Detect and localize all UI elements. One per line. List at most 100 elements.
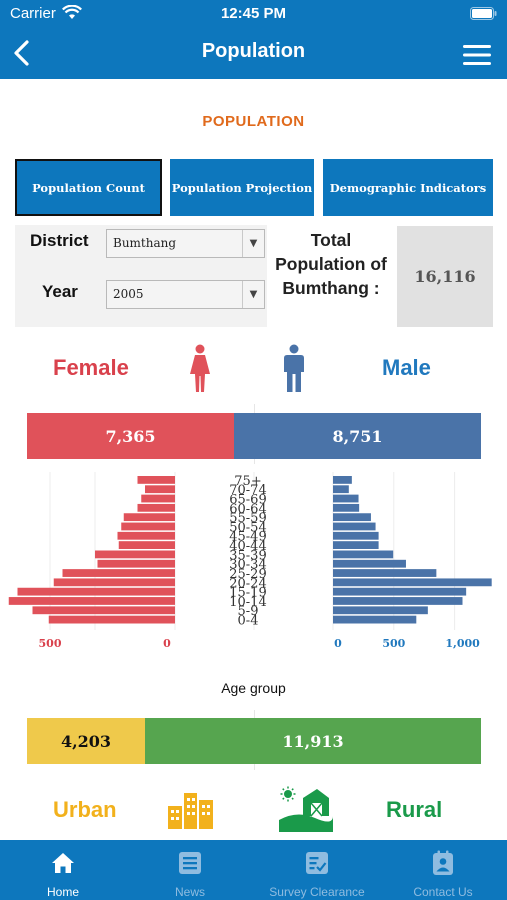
male-age-bar xyxy=(333,485,349,494)
female-axis-tick: 500 xyxy=(39,637,62,650)
tabbar-label: Contact Us xyxy=(413,885,473,899)
age-category-label: 5-9 xyxy=(238,604,259,619)
district-label: District xyxy=(30,231,89,250)
rural-label: Rural xyxy=(386,797,443,822)
female-age-bar xyxy=(121,522,175,531)
male-age-bar xyxy=(333,541,379,549)
male-age-bar xyxy=(333,494,359,503)
female-age-bar xyxy=(141,494,175,503)
male-age-bar xyxy=(333,503,360,512)
age-category-label: 45-49 xyxy=(229,530,266,545)
female-age-bar xyxy=(53,578,175,587)
female-person-icon xyxy=(190,344,210,392)
male-axis-tick: 1,000 xyxy=(445,637,480,650)
male-age-bar xyxy=(333,578,492,587)
urban-label: Urban xyxy=(53,797,117,822)
tabbar-label: Survey Clearance xyxy=(269,885,365,899)
tabbar-label: Home xyxy=(46,885,79,899)
male-axis-tick: 0 xyxy=(334,637,342,650)
year-label: Year xyxy=(42,282,78,301)
age-category-label: 35-39 xyxy=(229,548,266,563)
male-label: Male xyxy=(382,355,431,380)
age-category-label: 15-19 xyxy=(229,586,266,601)
tabbar-contact-us[interactable]: Contact Us xyxy=(380,840,506,900)
male-age-bar xyxy=(333,550,394,559)
female-age-bar xyxy=(17,587,175,596)
survey-clearance-icon xyxy=(306,852,328,874)
female-total-bar: 7,365 xyxy=(27,413,234,459)
age-category-label: 75+ xyxy=(234,474,261,489)
tabbar-news[interactable]: News xyxy=(127,840,253,900)
age-category-label: 30-34 xyxy=(229,558,266,573)
tab-population-count[interactable]: Population Count xyxy=(15,159,162,216)
female-age-bar xyxy=(118,541,175,549)
rural-total-bar: 11,913 xyxy=(145,718,481,764)
female-age-bar xyxy=(62,569,175,577)
female-age-bar xyxy=(32,606,175,615)
city-buildings-icon xyxy=(168,793,213,829)
tabbar-survey-clearance[interactable]: Survey Clearance xyxy=(254,840,380,900)
male-age-bar xyxy=(333,531,379,540)
age-group-axis-label: Age group xyxy=(221,680,286,696)
tabbar-home[interactable]: Home xyxy=(0,840,126,900)
bottom-tab-bar: Home News Survey Clearance Contact Us xyxy=(0,840,507,900)
district-value: Bumthang xyxy=(113,236,177,250)
female-label: Female xyxy=(53,355,129,380)
male-age-bar xyxy=(333,597,463,605)
age-category-label: 60-64 xyxy=(229,502,266,517)
age-category-label: 50-54 xyxy=(229,520,266,535)
total-population-label: Total Population of Bumthang : xyxy=(275,230,387,298)
hamburger-menu-icon[interactable] xyxy=(461,43,493,67)
app-header: Carrier 12:45 PM Population xyxy=(0,0,507,79)
year-select[interactable]: 2005 ▼ xyxy=(106,280,265,309)
age-category-label: 0-4 xyxy=(238,614,259,629)
male-person-icon xyxy=(284,344,304,392)
back-chevron-icon[interactable] xyxy=(8,36,38,70)
tabbar-label: News xyxy=(174,885,205,899)
tab-population-projection[interactable]: Population Projection xyxy=(170,159,314,216)
male-age-bar xyxy=(333,615,417,624)
female-age-bar xyxy=(48,615,175,624)
home-icon xyxy=(52,853,74,873)
tab-demographic-indicators[interactable]: Demographic Indicators xyxy=(323,159,493,216)
carrier-label: Carrier xyxy=(10,5,56,22)
page-title: Population xyxy=(201,40,306,62)
status-bar: Carrier 12:45 PM xyxy=(0,0,507,28)
dropdown-arrow-icon: ▼ xyxy=(242,281,264,308)
female-age-bar xyxy=(145,485,175,494)
age-pyramid-chart: 0-45-910-1415-1920-2425-2930-3435-3940-4… xyxy=(8,472,492,650)
battery-icon xyxy=(470,7,497,20)
news-icon xyxy=(179,852,201,874)
male-age-bar xyxy=(333,522,376,531)
status-time: 12:45 PM xyxy=(220,5,287,22)
dropdown-arrow-icon: ▼ xyxy=(242,230,264,257)
female-age-bar xyxy=(97,559,175,568)
female-age-bar xyxy=(137,476,175,484)
male-age-bar xyxy=(333,569,437,577)
male-age-bar xyxy=(333,606,428,615)
male-age-bar xyxy=(333,476,352,484)
age-category-label: 20-24 xyxy=(229,576,266,591)
age-category-label: 40-44 xyxy=(229,539,266,554)
male-total-bar: 8,751 xyxy=(234,413,481,459)
year-value: 2005 xyxy=(113,287,144,301)
section-title: POPULATION xyxy=(202,113,305,130)
urban-total-bar: 4,203 xyxy=(27,718,145,764)
farm-barn-icon xyxy=(279,786,333,832)
age-category-label: 70-74 xyxy=(229,483,266,498)
age-category-label: 65-69 xyxy=(229,492,266,507)
age-category-label: 55-59 xyxy=(229,511,266,526)
district-select[interactable]: Bumthang ▼ xyxy=(106,229,265,258)
male-age-bar xyxy=(333,587,467,596)
female-age-bar xyxy=(137,503,175,512)
female-age-bar xyxy=(8,597,175,605)
contact-icon xyxy=(433,850,453,875)
female-axis-tick: 0 xyxy=(163,637,171,650)
female-age-bar xyxy=(117,531,175,540)
age-category-label: 10-14 xyxy=(229,595,266,610)
total-population-value: 16,116 xyxy=(397,226,493,327)
wifi-icon xyxy=(62,5,82,19)
male-axis-tick: 500 xyxy=(382,637,405,650)
female-age-bar xyxy=(95,550,175,559)
female-age-bar xyxy=(123,513,175,522)
